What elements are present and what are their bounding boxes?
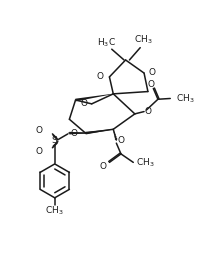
Text: O: O: [145, 107, 152, 116]
Text: O: O: [149, 68, 156, 77]
Text: H$_3$C: H$_3$C: [97, 36, 116, 49]
Text: O: O: [70, 129, 77, 138]
Text: O: O: [35, 125, 42, 135]
Text: CH$_3$: CH$_3$: [45, 205, 64, 217]
Text: O: O: [35, 147, 42, 156]
Text: O: O: [96, 72, 103, 81]
Text: O: O: [99, 162, 106, 171]
Text: CH$_3$: CH$_3$: [134, 34, 153, 46]
Text: CH$_3$: CH$_3$: [136, 157, 155, 169]
Text: O: O: [117, 136, 124, 145]
Text: O: O: [81, 99, 88, 108]
Text: CH$_3$: CH$_3$: [176, 92, 195, 105]
Text: O: O: [148, 80, 155, 89]
Polygon shape: [69, 132, 86, 134]
Polygon shape: [85, 129, 113, 134]
Polygon shape: [75, 94, 113, 101]
Text: S: S: [52, 136, 58, 145]
